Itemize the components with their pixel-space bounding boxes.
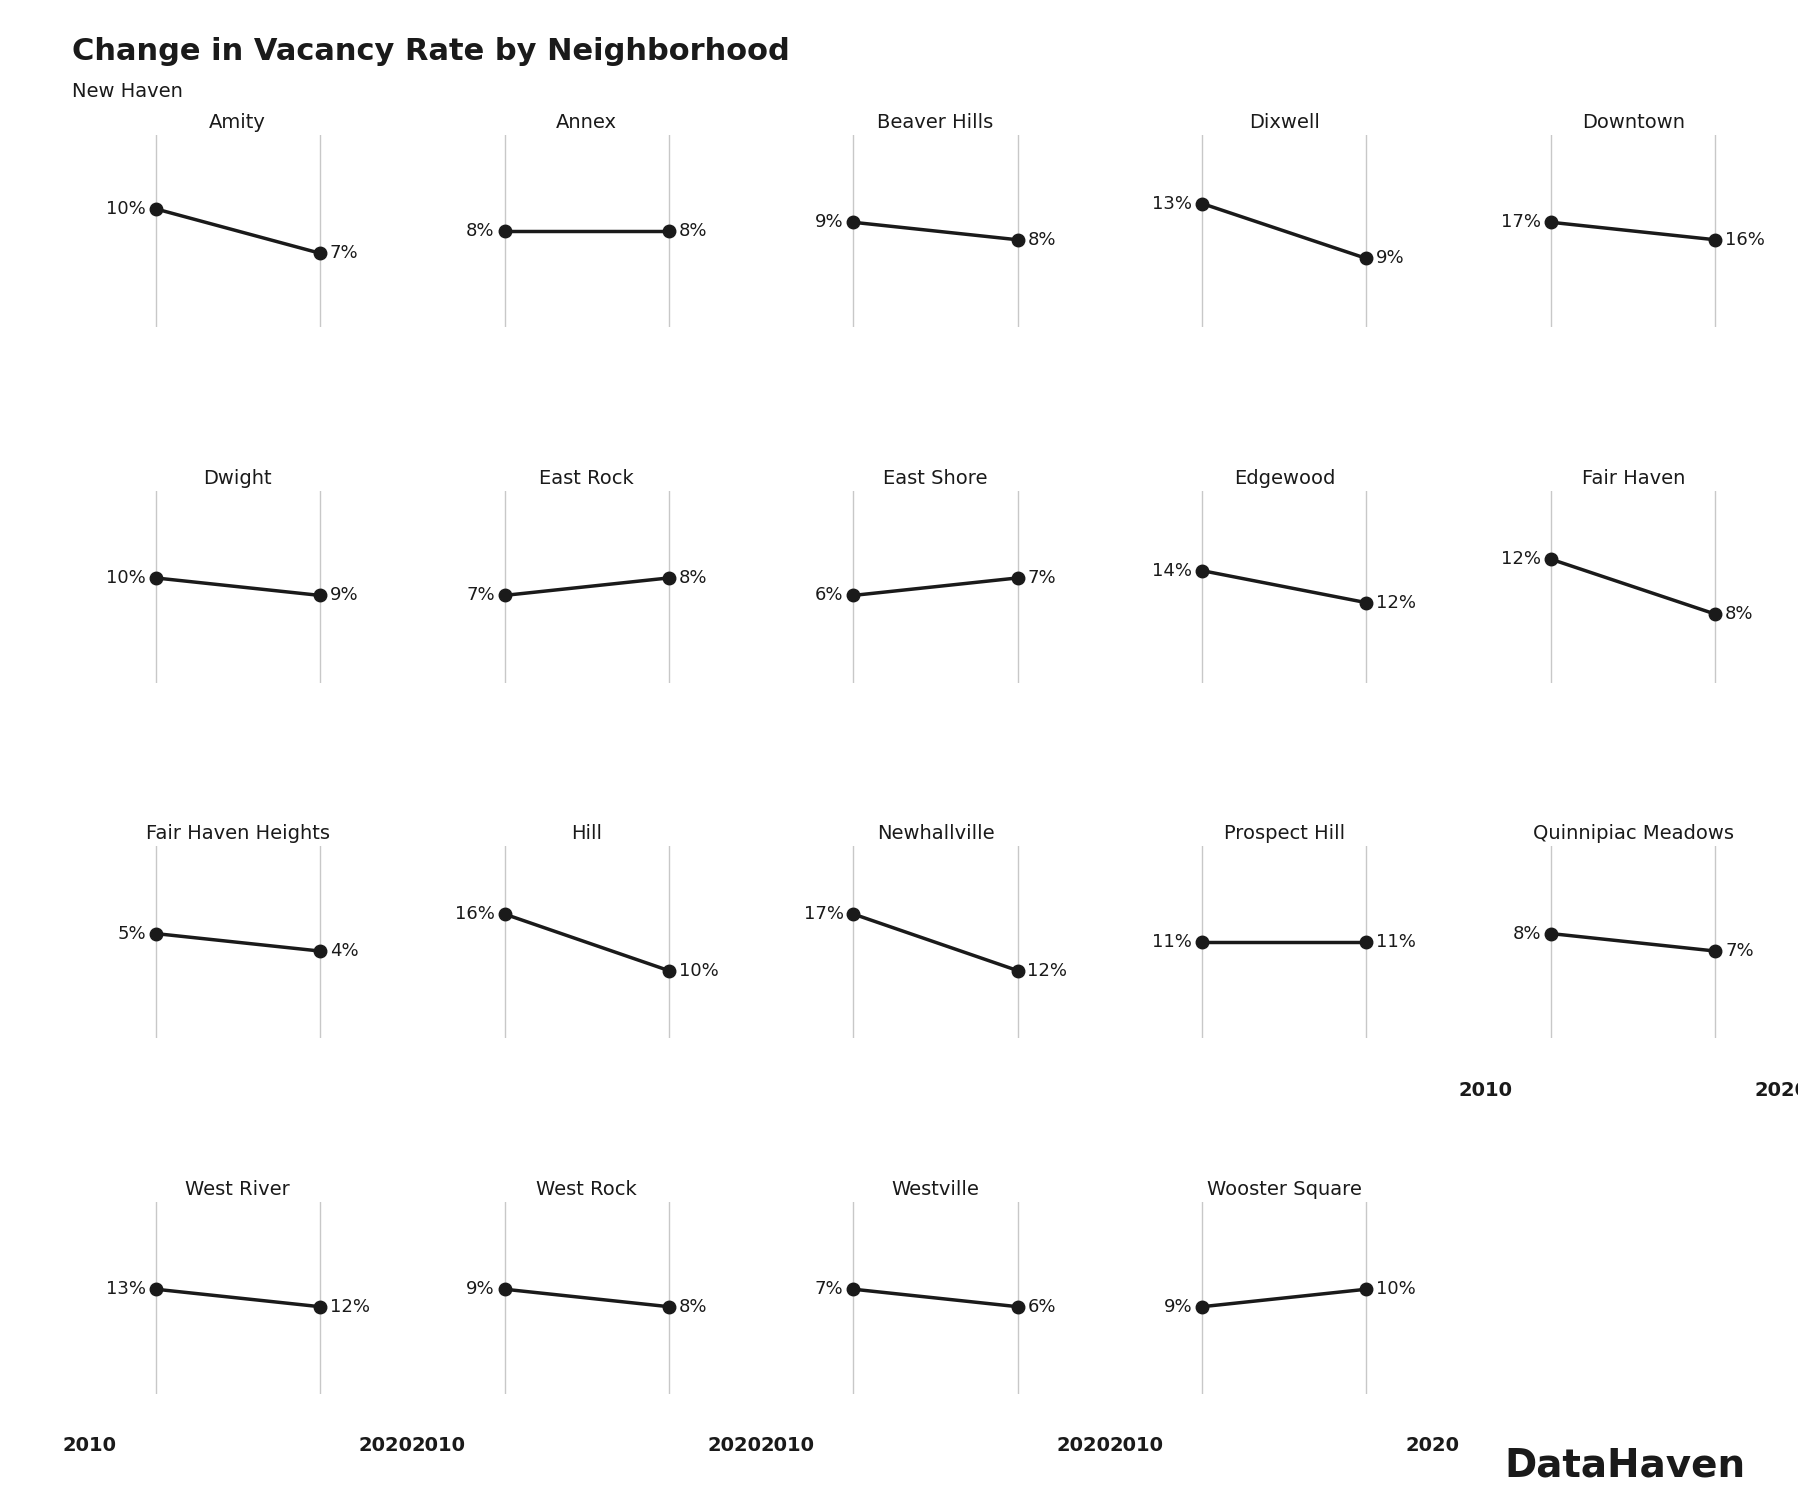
Title: Downtown: Downtown (1580, 112, 1683, 132)
Text: 14%: 14% (1153, 562, 1192, 580)
Text: 9%: 9% (1375, 249, 1404, 267)
Text: 12%: 12% (1500, 550, 1541, 568)
Text: 7%: 7% (814, 1280, 843, 1298)
Text: 9%: 9% (1163, 1298, 1192, 1316)
Text: 9%: 9% (814, 213, 843, 231)
Text: 7%: 7% (1027, 570, 1055, 588)
Text: 2020: 2020 (358, 1436, 412, 1456)
Text: DataHaven: DataHaven (1503, 1447, 1744, 1484)
Title: Dixwell: Dixwell (1248, 112, 1320, 132)
Text: 8%: 8% (1724, 606, 1753, 624)
Title: Wooster Square: Wooster Square (1206, 1180, 1361, 1199)
Text: 4%: 4% (329, 941, 358, 959)
Text: 2010: 2010 (63, 1436, 117, 1456)
Text: 8%: 8% (466, 222, 494, 240)
Text: 2020: 2020 (1055, 1436, 1109, 1456)
Text: 13%: 13% (106, 1280, 146, 1298)
Text: 17%: 17% (804, 905, 843, 923)
Title: East Shore: East Shore (883, 469, 987, 487)
Text: 5%: 5% (117, 925, 146, 943)
Title: Beaver Hills: Beaver Hills (877, 112, 992, 132)
Text: 12%: 12% (329, 1298, 370, 1316)
Text: 9%: 9% (329, 586, 358, 604)
Text: 7%: 7% (1724, 941, 1753, 959)
Text: 12%: 12% (1375, 594, 1415, 612)
Title: Fair Haven: Fair Haven (1580, 469, 1685, 487)
Text: 2020: 2020 (707, 1436, 761, 1456)
Text: 10%: 10% (106, 199, 146, 217)
Text: 2010: 2010 (412, 1436, 466, 1456)
Title: Edgewood: Edgewood (1233, 469, 1334, 487)
Title: Hill: Hill (570, 824, 602, 844)
Text: 2010: 2010 (1109, 1436, 1163, 1456)
Text: 16%: 16% (455, 905, 494, 923)
Title: Dwight: Dwight (203, 469, 271, 487)
Text: 10%: 10% (106, 570, 146, 588)
Text: 10%: 10% (678, 961, 717, 979)
Title: Amity: Amity (209, 112, 266, 132)
Title: Fair Haven Heights: Fair Haven Heights (146, 824, 329, 844)
Title: Prospect Hill: Prospect Hill (1223, 824, 1345, 844)
Text: 8%: 8% (678, 1298, 707, 1316)
Text: 11%: 11% (1153, 934, 1192, 952)
Text: 8%: 8% (1512, 925, 1541, 943)
Text: 2010: 2010 (761, 1436, 814, 1456)
Title: East Rock: East Rock (539, 469, 633, 487)
Text: 6%: 6% (814, 586, 843, 604)
Text: 16%: 16% (1724, 231, 1764, 249)
Text: 2010: 2010 (1458, 1081, 1512, 1100)
Title: Quinnipiac Meadows: Quinnipiac Meadows (1532, 824, 1733, 844)
Title: Newhallville: Newhallville (876, 824, 994, 844)
Text: New Haven: New Haven (72, 82, 183, 102)
Text: 8%: 8% (1027, 231, 1055, 249)
Text: 9%: 9% (466, 1280, 494, 1298)
Text: 17%: 17% (1500, 213, 1541, 231)
Text: Change in Vacancy Rate by Neighborhood: Change in Vacancy Rate by Neighborhood (72, 37, 789, 66)
Title: Annex: Annex (556, 112, 617, 132)
Text: 2020: 2020 (1404, 1436, 1458, 1456)
Text: 13%: 13% (1153, 195, 1192, 213)
Text: 2020: 2020 (1753, 1081, 1798, 1100)
Text: 10%: 10% (1375, 1280, 1415, 1298)
Text: 8%: 8% (678, 222, 707, 240)
Text: 6%: 6% (1027, 1298, 1055, 1316)
Title: West River: West River (185, 1180, 289, 1199)
Text: 7%: 7% (466, 586, 494, 604)
Text: 8%: 8% (678, 570, 707, 588)
Text: 12%: 12% (1027, 961, 1066, 979)
Title: Westville: Westville (892, 1180, 978, 1199)
Text: 11%: 11% (1375, 934, 1415, 952)
Title: West Rock: West Rock (536, 1180, 636, 1199)
Text: 7%: 7% (329, 244, 358, 262)
